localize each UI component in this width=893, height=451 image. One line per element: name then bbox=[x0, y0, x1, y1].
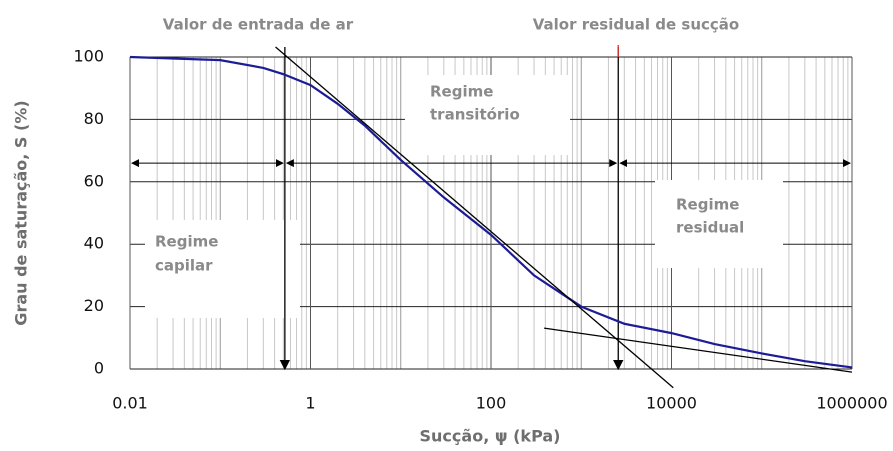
y-tick-label: 20 bbox=[84, 296, 104, 315]
annotation: Valor de entrada de ar bbox=[163, 16, 354, 34]
annotation: Valor residual de sucção bbox=[533, 16, 739, 34]
tangent-line bbox=[544, 327, 853, 373]
y-tick-label: 60 bbox=[84, 171, 104, 190]
y-axis-label: Grau de saturação, S (%) bbox=[12, 100, 31, 325]
text-box bbox=[145, 220, 300, 318]
y-tick-label: 80 bbox=[84, 109, 104, 128]
y-tick-label: 100 bbox=[73, 47, 104, 66]
text-box bbox=[655, 180, 783, 268]
x-tick-label: 1 bbox=[305, 394, 315, 413]
annotation: residual bbox=[676, 219, 744, 237]
annotation: Regime bbox=[676, 196, 739, 214]
curve bbox=[129, 55, 853, 369]
annotation: capilar bbox=[155, 257, 213, 275]
annotation: Regime bbox=[430, 83, 493, 101]
x-tick-label: 1000000 bbox=[816, 394, 887, 413]
annotation: transitório bbox=[430, 106, 520, 124]
y-tick-label: 40 bbox=[84, 234, 104, 253]
x-tick-label: 100 bbox=[476, 394, 507, 413]
x-axis-label: Sucção, ψ (kPa) bbox=[420, 427, 561, 446]
text-box bbox=[405, 75, 570, 155]
x-tick-label: 0.01 bbox=[112, 394, 148, 413]
annotation: Regime bbox=[155, 233, 218, 251]
tangent-line bbox=[275, 46, 674, 389]
x-tick-label: 10000 bbox=[646, 394, 697, 413]
y-tick-label: 0 bbox=[94, 359, 104, 378]
